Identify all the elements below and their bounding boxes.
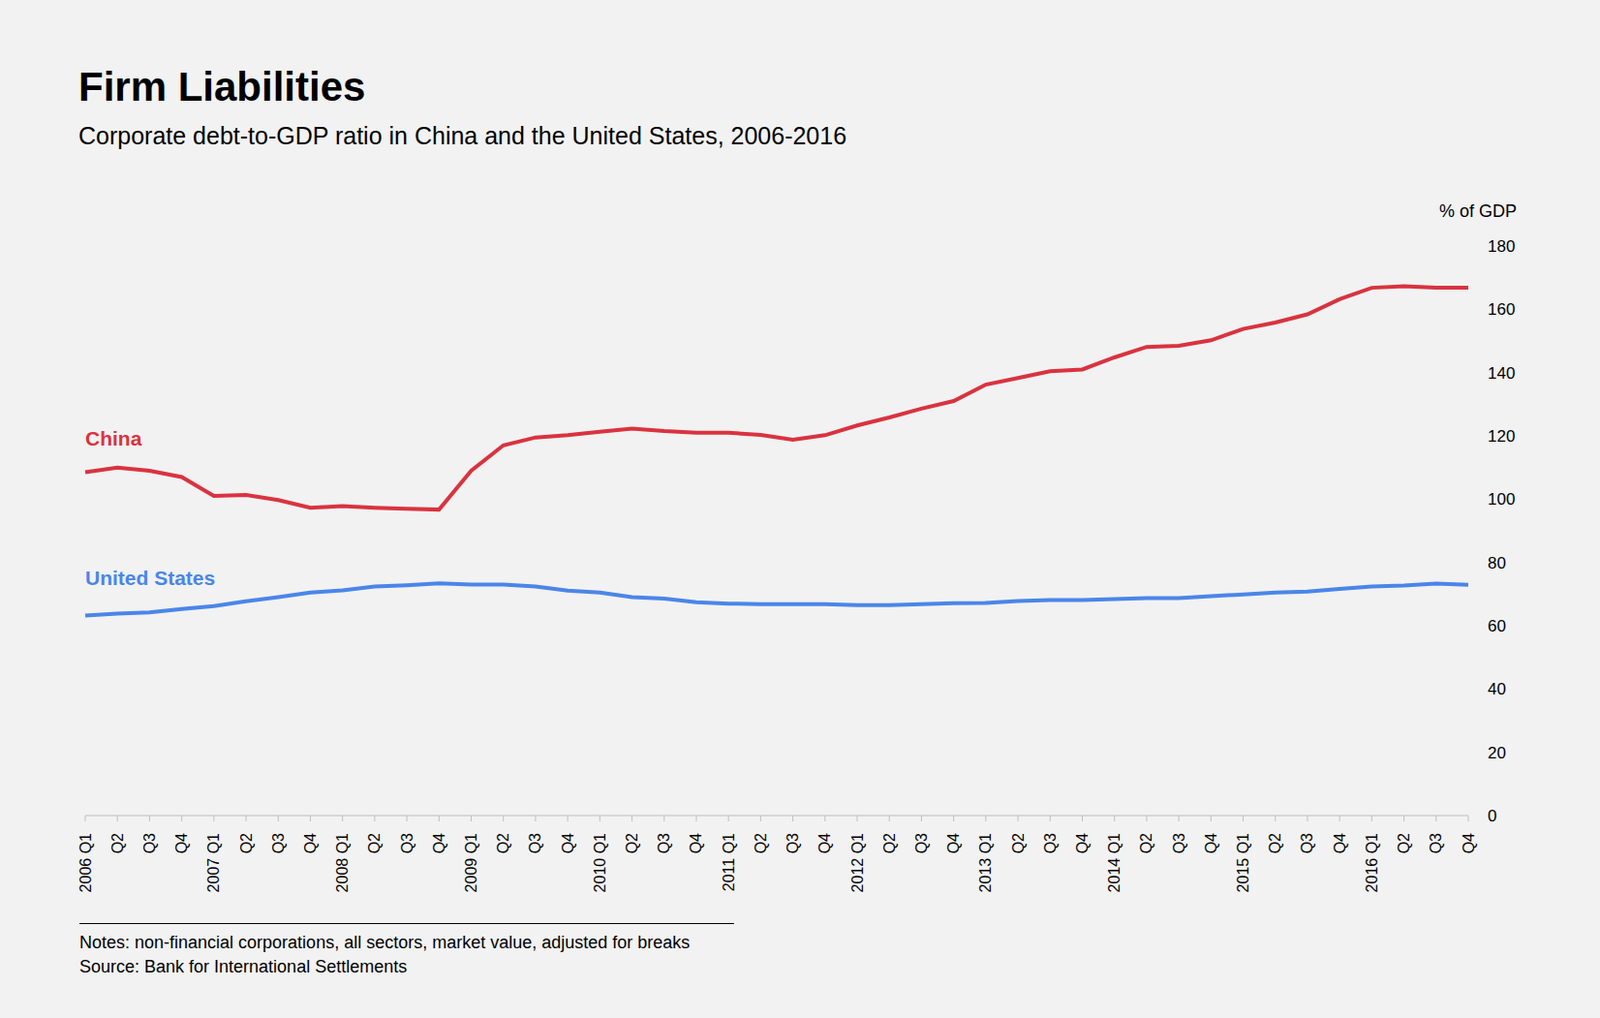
html-text:Notes: non-financial corporati: Notes: non-financial corporations, all s… [79,932,690,953]
svg-text:180: 180 [1487,237,1515,256]
svg-text:China: China [85,427,143,450]
html-text:Source: Bank for International: Source: Bank for International Settlemen… [79,956,407,977]
svg-text:Q4: Q4 [173,832,190,854]
svg-text:Q3: Q3 [913,832,930,854]
svg-text:Q4: Q4 [430,832,448,854]
svg-text:Q3: Q3 [1298,832,1316,854]
svg-text:Q4: Q4 [302,832,319,854]
svg-text:60: 60 [1487,616,1507,636]
svg-text:Q3: Q3 [1042,832,1059,854]
svg-text:2006 Q1: 2006 Q1 [77,832,94,893]
svg-text:United States: United States [85,566,216,589]
svg-text:2007 Q1: 2007 Q1 [205,832,222,893]
svg-text:2013 Q1: 2013 Q1 [977,832,994,893]
svg-text:2015 Q1: 2015 Q1 [1234,832,1252,893]
svg-text:160: 160 [1487,300,1515,319]
svg-text:Q2: Q2 [1010,832,1027,854]
svg-text:Q2: Q2 [881,832,898,854]
svg-text:120: 120 [1487,427,1515,446]
svg-text:2016 Q1: 2016 Q1 [1363,832,1381,893]
html-text:Corporate debt-to-GDP ratio in: Corporate debt-to-GDP ratio in China and… [78,122,847,150]
svg-text:Q4: Q4 [559,832,577,854]
svg-text:Q4: Q4 [816,832,833,854]
svg-text:0: 0 [1487,806,1497,826]
svg-text:Q3: Q3 [1170,832,1188,854]
svg-text:Q3: Q3 [784,832,801,854]
svg-text:Q4: Q4 [687,832,705,854]
svg-text:100: 100 [1487,490,1515,509]
svg-text:40: 40 [1487,679,1507,699]
svg-text:2008 Q1: 2008 Q1 [334,832,351,893]
svg-text:2012 Q1: 2012 Q1 [849,832,866,893]
html-text:% of GDP: % of GDP [1439,201,1517,221]
html-text:Firm Liabilities: Firm Liabilities [78,63,366,110]
svg-text:Q3: Q3 [270,832,287,854]
svg-text:Q3: Q3 [399,832,416,854]
svg-text:Q2: Q2 [109,832,126,854]
svg-text:20: 20 [1487,743,1507,763]
svg-text:Q2: Q2 [366,832,383,854]
svg-text:Q2: Q2 [623,832,641,854]
svg-text:Q3: Q3 [526,832,544,854]
svg-text:2014 Q1: 2014 Q1 [1106,832,1123,893]
svg-text:Q3: Q3 [655,832,673,854]
svg-text:Q2: Q2 [494,832,512,854]
svg-text:Q3: Q3 [1427,832,1445,854]
svg-text:Q4: Q4 [1202,832,1220,854]
svg-text:2010 Q1: 2010 Q1 [591,832,609,893]
svg-text:Q4: Q4 [945,832,962,854]
svg-text:2011 Q1: 2011 Q1 [720,832,738,892]
svg-text:Q2: Q2 [752,832,770,854]
svg-text:Q2: Q2 [1138,832,1155,854]
svg-text:Q4: Q4 [1331,832,1349,854]
svg-text:Q2: Q2 [238,832,255,854]
svg-text:Q4: Q4 [1074,832,1091,854]
svg-text:80: 80 [1487,553,1507,573]
svg-text:Q2: Q2 [1266,832,1284,854]
svg-text:140: 140 [1487,364,1515,383]
svg-text:Q4: Q4 [1460,832,1477,854]
svg-text:2009 Q1: 2009 Q1 [462,832,480,893]
svg-text:Q3: Q3 [141,832,158,854]
svg-text:Q2: Q2 [1395,832,1413,854]
